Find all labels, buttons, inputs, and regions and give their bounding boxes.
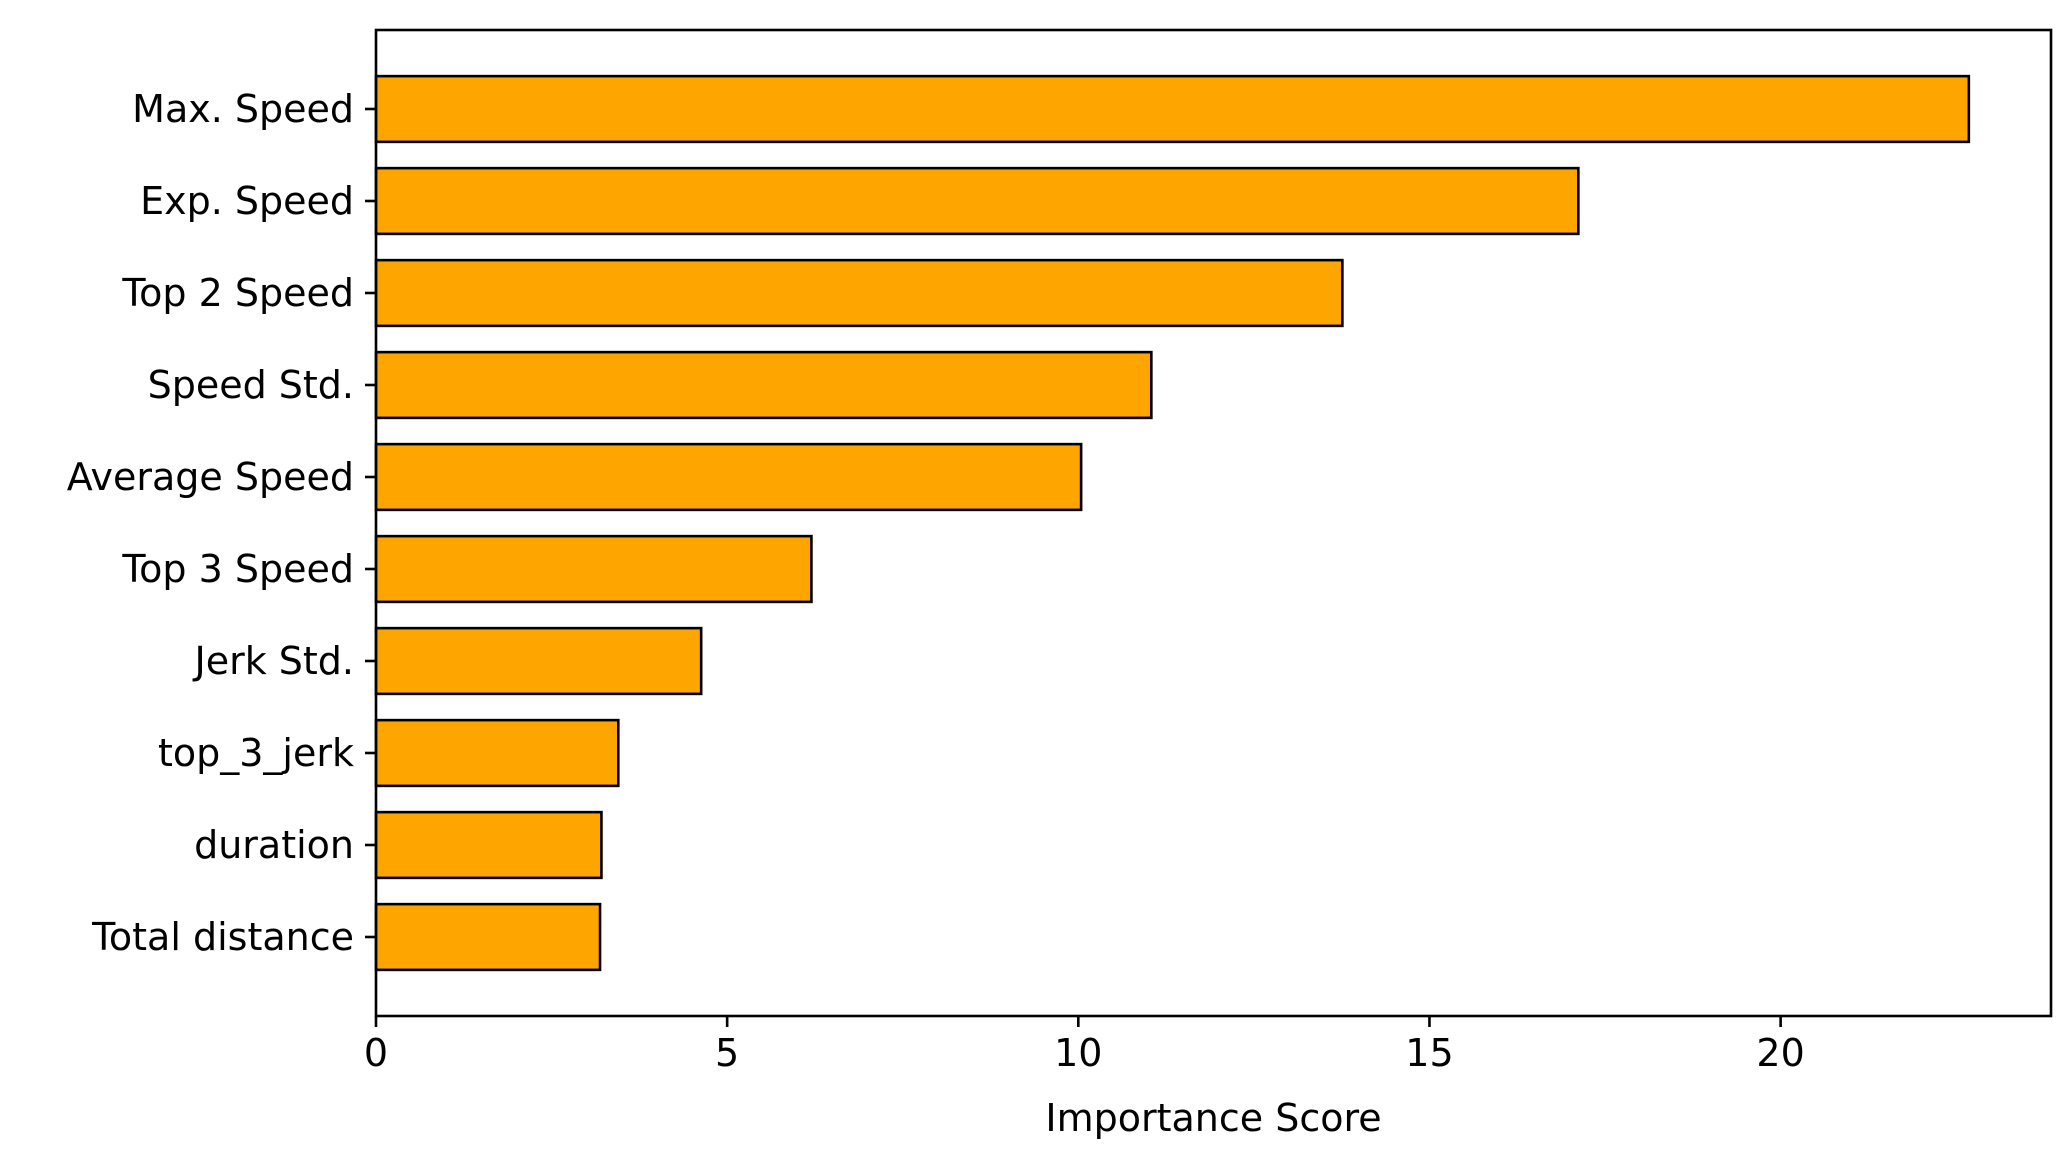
y-tick-label: top_3_jerk [158, 731, 354, 775]
y-tick-label: duration [194, 823, 354, 867]
bar-max-speed [374, 74, 1971, 144]
bars-layer [374, 74, 1971, 972]
y-tick-label: Total distance [91, 915, 354, 959]
x-tick-label: 10 [1054, 1031, 1102, 1075]
x-tick-label: 15 [1405, 1031, 1453, 1075]
bar-jerk-std [374, 626, 703, 696]
x-tick-label: 0 [364, 1031, 388, 1075]
plot-frame [374, 28, 2053, 1018]
y-axis-ticks: Max. Speed Exp. Speed Top 2 Speed Speed Std… [67, 87, 376, 959]
bar-top-2-speed [374, 258, 1344, 328]
y-tick-label: Speed Std. [148, 363, 354, 407]
x-tick-label: 5 [715, 1031, 739, 1075]
bar-top-3-speed [374, 534, 813, 604]
bar-total-distance [374, 902, 602, 972]
y-tick-label: Top 3 Speed [121, 547, 354, 591]
x-axis-title: Importance Score [1045, 1096, 1381, 1140]
x-axis-ticks: 0 5 10 15 20 [364, 1016, 1805, 1075]
bar-average-speed [374, 442, 1083, 512]
y-tick-label: Average Speed [67, 455, 354, 499]
bar-duration [374, 810, 603, 880]
y-tick-label: Max. Speed [132, 87, 354, 131]
bar-top-3-jerk [374, 718, 620, 788]
y-tick-label: Top 2 Speed [121, 271, 354, 315]
x-tick-label: 20 [1756, 1031, 1804, 1075]
y-tick-label: Exp. Speed [140, 179, 354, 223]
bar-speed-std [374, 350, 1153, 420]
bar-exp-speed [374, 166, 1580, 236]
y-tick-label: Jerk Std. [192, 639, 354, 683]
